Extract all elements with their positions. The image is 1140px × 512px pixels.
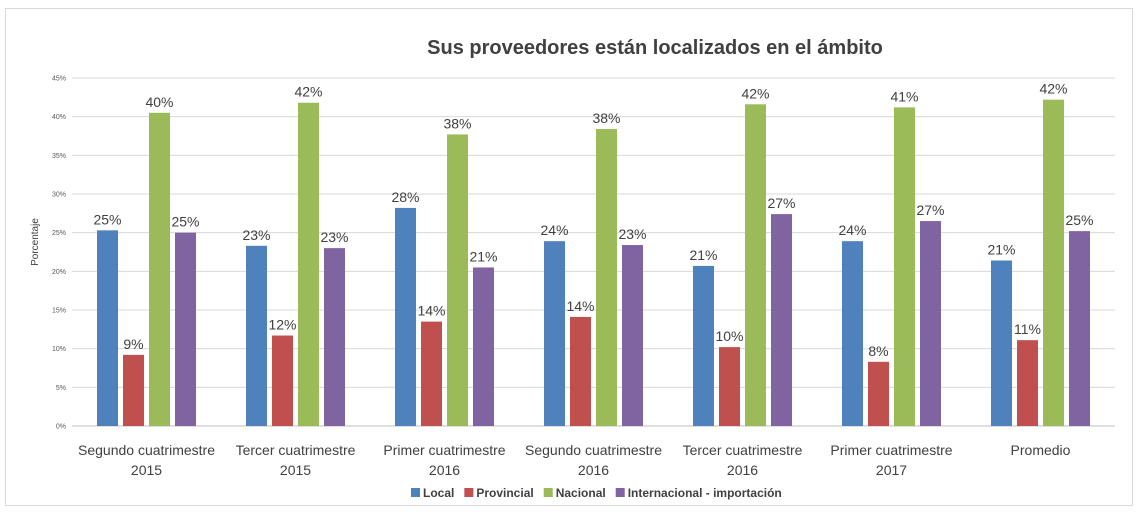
- bar-provincial: [1017, 340, 1038, 426]
- bar-local: [395, 207, 416, 426]
- x-tick-label: Tercer cuatrimestre: [683, 442, 803, 458]
- data-label: 25%: [93, 211, 121, 227]
- data-label: 38%: [592, 110, 620, 126]
- data-label: 28%: [391, 189, 419, 205]
- data-label: 14%: [417, 303, 445, 319]
- data-label: 11%: [1014, 321, 1041, 337]
- bar-local: [97, 230, 118, 426]
- bar-provincial: [719, 347, 740, 426]
- bar-nacional: [298, 102, 319, 426]
- legend-swatch: [464, 488, 474, 497]
- bar-local: [693, 265, 714, 426]
- x-tick-label: 2016: [429, 462, 460, 478]
- legend-label: Provincial: [476, 486, 533, 500]
- bar-internacional: [771, 214, 792, 426]
- bar-provincial: [570, 316, 591, 426]
- bar-nacional: [596, 129, 617, 427]
- y-tick-label: 30%: [52, 192, 66, 199]
- bar-provincial: [272, 335, 293, 426]
- bar-internacional: [473, 267, 494, 426]
- y-axis-label: Porcentaje: [30, 218, 41, 266]
- data-label: 21%: [987, 242, 1015, 258]
- data-label: 42%: [1039, 81, 1067, 97]
- bar-provincial: [123, 354, 144, 426]
- bar-nacional: [894, 107, 915, 427]
- y-tick-label: 35%: [52, 153, 66, 160]
- x-tick-label: 2017: [876, 462, 907, 478]
- data-label: 42%: [741, 85, 769, 101]
- bar-internacional: [920, 221, 941, 426]
- data-label: 25%: [1065, 212, 1093, 228]
- x-tick-label: Primer cuatrimestre: [383, 442, 505, 458]
- data-label: 40%: [145, 94, 173, 110]
- data-label: 21%: [469, 248, 497, 264]
- y-tick-label: 20%: [52, 269, 66, 276]
- y-tick-label: 45%: [52, 76, 66, 83]
- x-tick-labels: Segundo cuatrimestre 2015 Tercer cuatrimes…: [78, 442, 1071, 478]
- data-label: 24%: [838, 222, 866, 238]
- legend-swatch: [411, 488, 420, 497]
- chart-title: Sus proveedores están localizados en el …: [427, 37, 883, 59]
- data-label: 23%: [320, 229, 348, 245]
- data-label: 27%: [767, 195, 795, 211]
- gridlines: 0% 5% 10% 15% 20% 25% 30% 35% 40% 45%: [52, 76, 1115, 431]
- x-tick-label: Segundo cuatrimestre: [78, 442, 215, 458]
- data-label: 42%: [294, 84, 322, 100]
- legend-swatch: [615, 488, 625, 497]
- data-label: 41%: [890, 88, 918, 104]
- bars: 25% 23% 28% 24% 21% 24% 21% 9% 12% 14% 14% 10% 8% 11%…: [93, 81, 1094, 427]
- bar-provincial: [421, 321, 442, 426]
- y-tick-label: 5%: [56, 385, 66, 392]
- x-tick-label: 2015: [280, 462, 311, 478]
- bar-local: [544, 241, 565, 426]
- bar-provincial: [868, 361, 889, 426]
- legend-swatch: [543, 488, 553, 497]
- y-tick-label: 10%: [52, 346, 66, 353]
- y-tick-label: 0%: [56, 424, 66, 431]
- bar-local: [246, 245, 267, 426]
- bar-internacional: [175, 232, 196, 426]
- bar-internacional: [1069, 231, 1090, 426]
- bar-local: [842, 241, 863, 426]
- x-tick-label: Primer cuatrimestre: [830, 442, 952, 458]
- data-label: 14%: [566, 298, 594, 314]
- x-tick-label: Segundo cuatrimestre: [525, 442, 662, 458]
- data-label: 12%: [268, 317, 296, 333]
- data-label: 24%: [540, 222, 568, 238]
- x-tick-label: 2016: [727, 462, 758, 478]
- bar-nacional: [149, 112, 170, 427]
- bar-internacional: [324, 248, 345, 426]
- x-tick-label: 2015: [131, 462, 162, 478]
- legend-label: Internacional - importación: [628, 486, 782, 500]
- data-label: 23%: [618, 226, 646, 242]
- legend: Local Provincial Nacional Internacional - i…: [411, 486, 782, 500]
- x-tick-label: Tercer cuatrimestre: [236, 442, 356, 458]
- bar-nacional: [745, 104, 766, 426]
- data-label: 27%: [916, 202, 944, 218]
- x-tick-label: Promedio: [1011, 442, 1071, 458]
- bar-nacional: [447, 134, 468, 426]
- y-tick-label: 25%: [52, 230, 66, 237]
- legend-label: Nacional: [556, 486, 606, 500]
- bar-nacional: [1043, 99, 1064, 427]
- data-label: 10%: [715, 328, 743, 344]
- data-label: 8%: [868, 343, 888, 359]
- data-label: 25%: [171, 214, 199, 230]
- data-label: 38%: [443, 115, 471, 131]
- data-label: 21%: [689, 247, 717, 263]
- bar-internacional: [622, 245, 643, 426]
- bar-local: [991, 260, 1012, 426]
- y-tick-label: 40%: [52, 114, 66, 121]
- data-label: 9%: [123, 336, 143, 352]
- y-tick-label: 15%: [52, 308, 66, 315]
- x-tick-label: 2016: [578, 462, 609, 478]
- data-label: 23%: [242, 227, 270, 243]
- legend-label: Local: [423, 486, 454, 500]
